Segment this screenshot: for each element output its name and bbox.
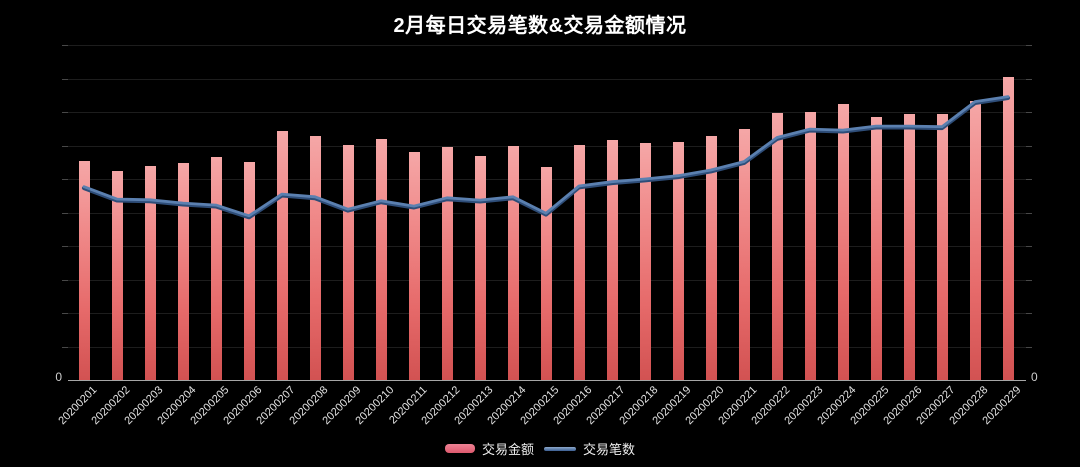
bar-20200223 xyxy=(804,111,816,380)
axis-tick xyxy=(1026,112,1032,113)
axis-tick xyxy=(62,280,68,281)
y-axis-zero-right: 0 xyxy=(1031,370,1038,384)
bar-20200228 xyxy=(969,100,981,380)
bar-20200201 xyxy=(78,160,90,380)
bar-20200210 xyxy=(375,139,387,380)
gridline xyxy=(68,112,1026,113)
bar-20200209 xyxy=(342,145,354,380)
bar-series-swatch xyxy=(444,444,475,453)
bar-20200207 xyxy=(276,131,288,380)
chart-title: 2月每日交易笔数&交易金额情况 xyxy=(393,15,687,37)
bar-20200220 xyxy=(705,135,717,380)
axis-tick xyxy=(62,313,68,314)
legend-label-count: 交易笔数 xyxy=(583,442,636,457)
axis-tick xyxy=(1026,246,1032,247)
bar-20200213 xyxy=(474,155,486,380)
bar-20200226 xyxy=(903,114,915,380)
bar-20200229 xyxy=(1002,76,1014,380)
axis-tick xyxy=(62,146,68,147)
axis-tick xyxy=(1026,146,1032,147)
axis-tick xyxy=(1026,79,1032,80)
axis-tick xyxy=(1026,45,1032,46)
bar-20200204 xyxy=(177,162,189,380)
bar-20200203 xyxy=(144,165,156,380)
bar-20200214 xyxy=(507,145,519,380)
bar-20200219 xyxy=(672,142,684,380)
bar-20200212 xyxy=(441,147,453,380)
axis-tick xyxy=(1026,347,1032,348)
y-axis-zero-left: 0 xyxy=(55,370,62,384)
bar-20200218 xyxy=(639,142,651,380)
axis-tick xyxy=(1026,280,1032,281)
gridline xyxy=(68,45,1026,46)
axis-tick xyxy=(62,45,68,46)
plot-area xyxy=(62,45,1032,381)
legend-item-count: 交易笔数 xyxy=(544,439,635,458)
line-series-swatch xyxy=(544,446,576,451)
bar-20200227 xyxy=(936,114,948,380)
axis-tick xyxy=(1026,213,1032,214)
gridline xyxy=(68,146,1026,147)
axis-tick xyxy=(62,246,68,247)
bar-20200215 xyxy=(540,167,552,380)
legend-label-amount: 交易金额 xyxy=(481,442,534,457)
axis-tick xyxy=(62,347,68,348)
bar-20200202 xyxy=(111,170,123,380)
line-series-svg xyxy=(81,95,1011,220)
bar-20200225 xyxy=(870,116,882,380)
line-series xyxy=(82,95,1010,218)
bar-20200211 xyxy=(408,151,420,380)
bar-20200205 xyxy=(210,157,222,380)
axis-tick xyxy=(1026,179,1032,180)
bar-20200222 xyxy=(771,113,783,380)
bar-20200221 xyxy=(738,128,750,380)
bar-20200208 xyxy=(309,136,321,380)
gridline xyxy=(68,79,1026,80)
axis-tick xyxy=(62,79,68,80)
axis-tick xyxy=(62,179,68,180)
axis-tick xyxy=(1026,313,1032,314)
legend: 交易金额 交易笔数 xyxy=(0,439,1080,458)
x-axis-labels: 20200201 20200202 20200203 20200204 20200205… xyxy=(56,384,1026,434)
axis-tick xyxy=(62,112,68,113)
line-series-shadow xyxy=(81,95,1011,220)
axis-tick xyxy=(62,213,68,214)
bar-20200216 xyxy=(573,145,585,380)
legend-item-amount: 交易金额 xyxy=(444,439,534,458)
bar-20200206 xyxy=(243,162,255,380)
bar-20200217 xyxy=(606,140,618,380)
bar-20200224 xyxy=(837,104,849,380)
